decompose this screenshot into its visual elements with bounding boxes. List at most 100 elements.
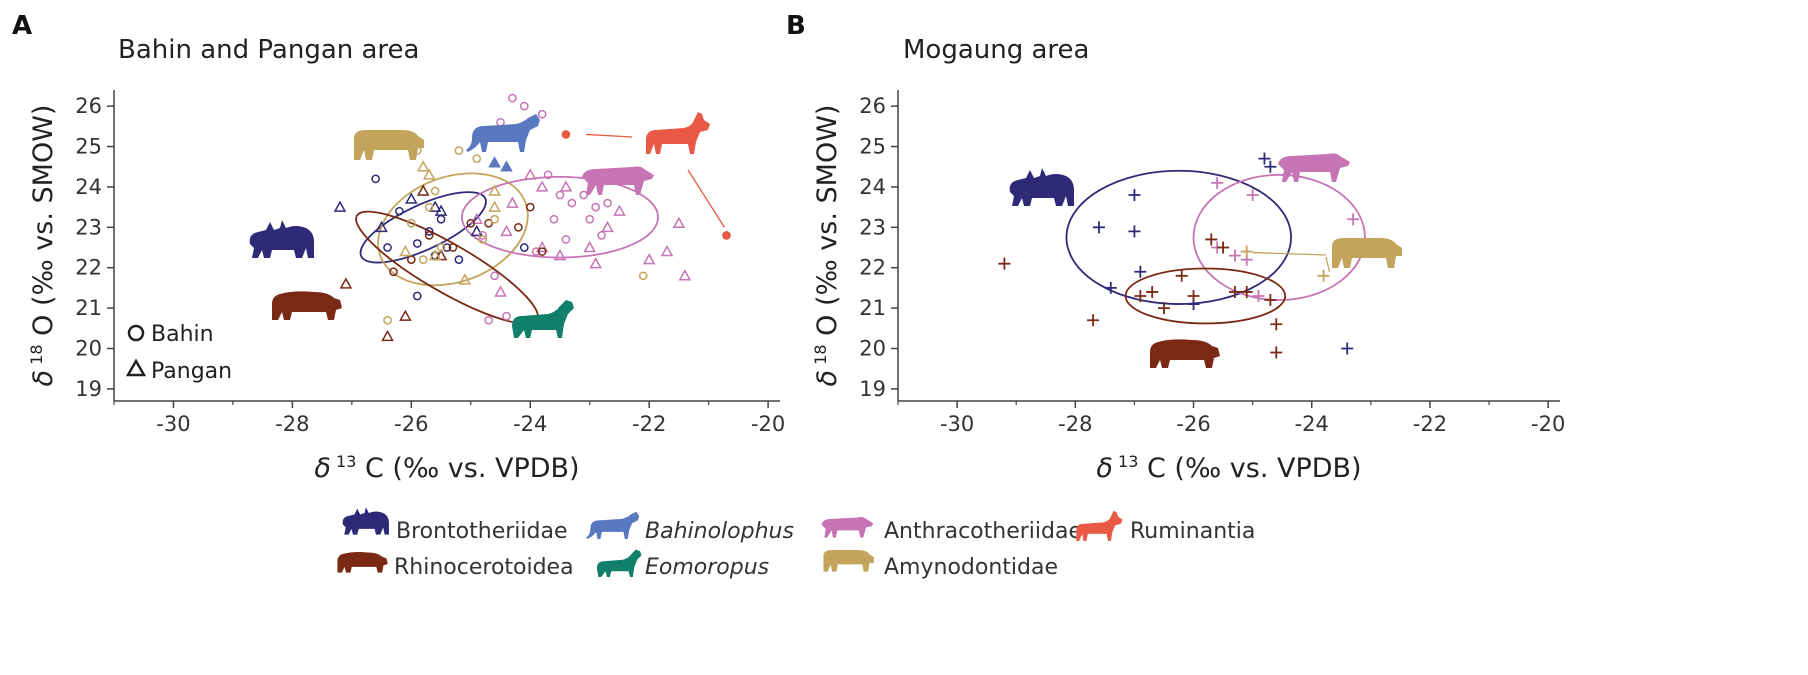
- pb-point-amyn: [1317, 269, 1330, 282]
- pb-y-tick-label: 19: [859, 377, 886, 401]
- pb-point-rhin: [1240, 285, 1253, 298]
- pb-point-bron: [1341, 342, 1354, 355]
- pa-point-amyn: [406, 218, 416, 228]
- pa-x-tick-label: -26: [394, 412, 428, 436]
- pb-point-rhin: [1187, 289, 1200, 302]
- bahin-marker: [127, 324, 145, 342]
- legend-amynodontidae-label: Amynodontidae: [884, 555, 1058, 580]
- pa-point-rhin: [514, 222, 523, 232]
- pa-point-anth: [549, 214, 559, 224]
- pa-x-tick-label: -20: [751, 412, 785, 436]
- anthracotheriidae-silhouette: [582, 166, 654, 195]
- bahin-label: Bahin: [151, 322, 214, 347]
- pb-point-bron: [1258, 152, 1271, 165]
- pb-y-tick-label: 24: [859, 175, 886, 199]
- pa-point-anth: [494, 285, 507, 297]
- pa-point-bron: [454, 255, 464, 264]
- pb-point-rhin: [1264, 294, 1277, 307]
- pa-point-bron: [519, 243, 529, 252]
- pa-x-tick-label: -28: [275, 412, 309, 436]
- pa-point-bron: [412, 239, 422, 248]
- pa-ellipse-anth: [460, 175, 659, 259]
- pb-x-tick-label: -22: [1413, 412, 1447, 436]
- taxa-legend: Brontotheriidae Bahinolophus Anthracothe…: [337, 507, 1255, 580]
- amynodontidae-silhouette: [354, 130, 424, 160]
- pa-point-bron: [395, 206, 404, 216]
- pa-point-rhin: [525, 202, 535, 212]
- pa-point-bron: [333, 200, 347, 212]
- pb-x-axis-label: δ 13 C (‰ vs. VPDB): [1096, 452, 1361, 484]
- pa-x-tick-label: -30: [156, 412, 190, 436]
- pa-point-anth: [561, 235, 571, 244]
- pb-x-tick-label: -28: [1058, 412, 1092, 436]
- eomoropus-silhouette: [512, 300, 574, 338]
- pa-y-axis-label: δ 18 O (‰ vs. SMOW): [27, 105, 59, 387]
- rhinocerotoidea-silhouette: [272, 291, 342, 320]
- pa-point-rumi: [561, 130, 571, 139]
- pb-leader-amynodontidae-2: [1325, 256, 1331, 272]
- pa-point-bron: [470, 224, 484, 237]
- pa-point-rhin: [399, 309, 412, 321]
- panel-b-plot: -30 -28 -26 -24 -22 -20 19 20 21 22 23 24 25 26 δ 13 C…: [811, 90, 1565, 484]
- legend-ruminantia-label: Ruminantia: [1130, 519, 1255, 544]
- pb-x-tick-label: -24: [1295, 412, 1329, 436]
- pb-ellipse-bron: [1065, 169, 1292, 305]
- pb-ellipse-rhin: [1124, 267, 1287, 325]
- pa-point-rhin: [416, 184, 430, 196]
- pb-point-anth: [1246, 189, 1259, 202]
- pb-y-tick-label: 21: [859, 296, 886, 320]
- pb-point-anth: [1347, 213, 1360, 226]
- legend-anthracotheriidae-label: Anthracotheriidae: [884, 519, 1082, 544]
- pa-y-tick-label: 19: [75, 377, 102, 401]
- pb-point-rhin: [1175, 269, 1188, 282]
- legend-bahinolophus-label: Bahinolophus: [645, 519, 794, 544]
- pa-point-anth: [585, 214, 595, 224]
- pb-point-bron: [1134, 265, 1147, 278]
- pa-x-tick-label: -22: [632, 412, 666, 436]
- pb-y-tick-label: 23: [859, 215, 886, 239]
- legend-brontotheriidae-icon: [342, 507, 389, 535]
- pa-point-bron: [405, 192, 418, 204]
- pa-point-amyn: [490, 214, 499, 224]
- pb-point-anth: [1252, 289, 1265, 302]
- pa-point-anth: [484, 315, 493, 325]
- pa-point-anth: [591, 202, 601, 212]
- pa-point-amyn: [472, 154, 482, 164]
- pa-point-rhin: [434, 249, 448, 261]
- pa-point-anth: [506, 196, 519, 208]
- pa-point-anth: [567, 198, 577, 208]
- pa-ellipse-amyn: [377, 172, 529, 287]
- pa-point-anth: [613, 204, 626, 216]
- locality-legend: Bahin Pangan: [125, 322, 232, 384]
- pa-y-tick-label: 26: [75, 94, 102, 118]
- pa-point-anth: [553, 249, 567, 261]
- pa-point-amyn: [430, 186, 440, 196]
- pa-point-bron: [383, 243, 392, 252]
- pa-point-anth: [543, 170, 553, 180]
- pa-point-bahi: [500, 160, 513, 172]
- pa-point-amyn: [454, 146, 464, 155]
- pb-y-tick-label: 25: [859, 135, 886, 159]
- pa-point-anth: [555, 190, 565, 200]
- panel-letter-b: B: [786, 11, 806, 41]
- pb-point-anth: [1211, 176, 1224, 189]
- pa-point-bron: [434, 204, 448, 216]
- pa-leader-ruminantia-2: [687, 169, 726, 228]
- pb-point-rhin: [1228, 285, 1241, 298]
- pa-point-bron: [424, 227, 434, 236]
- pa-point-rhin: [484, 218, 493, 228]
- pa-point-anth: [519, 101, 529, 111]
- panel-title-a: Bahin and Pangan area: [118, 35, 419, 65]
- pa-point-anth: [535, 180, 549, 192]
- legend-bahinolophus-icon: [586, 511, 640, 540]
- pa-x-axis-label: δ 13 C (‰ vs. VPDB): [314, 452, 579, 484]
- brontotheriidae-silhouette-b: [1009, 168, 1074, 206]
- pa-point-anth: [678, 269, 692, 281]
- pb-point-rhin: [1087, 314, 1100, 327]
- pb-point-rhin: [1205, 233, 1218, 246]
- ruminantia-silhouette: [646, 112, 710, 154]
- pa-point-rhin: [424, 231, 434, 240]
- pa-point-amyn: [488, 184, 501, 196]
- pa-ellipse-bron: [359, 191, 487, 264]
